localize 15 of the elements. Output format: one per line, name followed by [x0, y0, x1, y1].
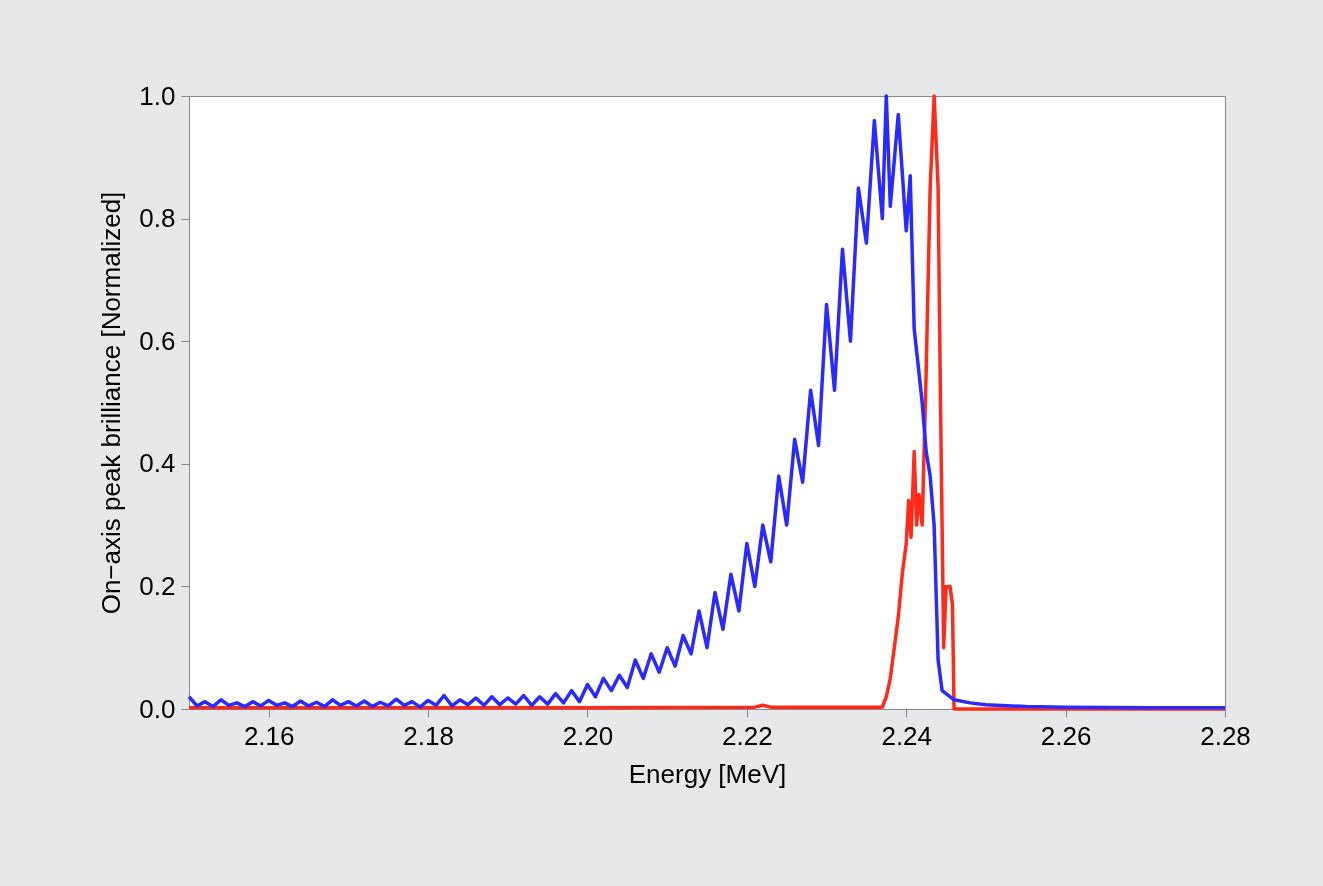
y-tick-label: 0.2 — [139, 570, 176, 601]
y-axis-title: On−axis peak brilliance [Normalized] — [96, 191, 127, 615]
x-axis-title: Energy [MeV] — [628, 758, 787, 789]
x-tick-label: 2.18 — [403, 720, 454, 751]
y-tick-label: 0.6 — [139, 325, 176, 356]
y-tick-label: 0.4 — [139, 448, 176, 479]
x-tick-label: 2.26 — [1040, 720, 1092, 751]
x-tick-label: 2.16 — [243, 720, 295, 751]
x-tick-label: 2.20 — [562, 720, 614, 751]
y-tick-label: 0.0 — [139, 693, 176, 724]
y-tick-label: 0.8 — [139, 203, 176, 234]
y-tick-label: 1.0 — [139, 80, 176, 111]
x-tick-label: 2.22 — [722, 720, 773, 751]
x-tick-label: 2.28 — [1200, 720, 1251, 751]
x-tick-label: 2.24 — [881, 720, 933, 751]
